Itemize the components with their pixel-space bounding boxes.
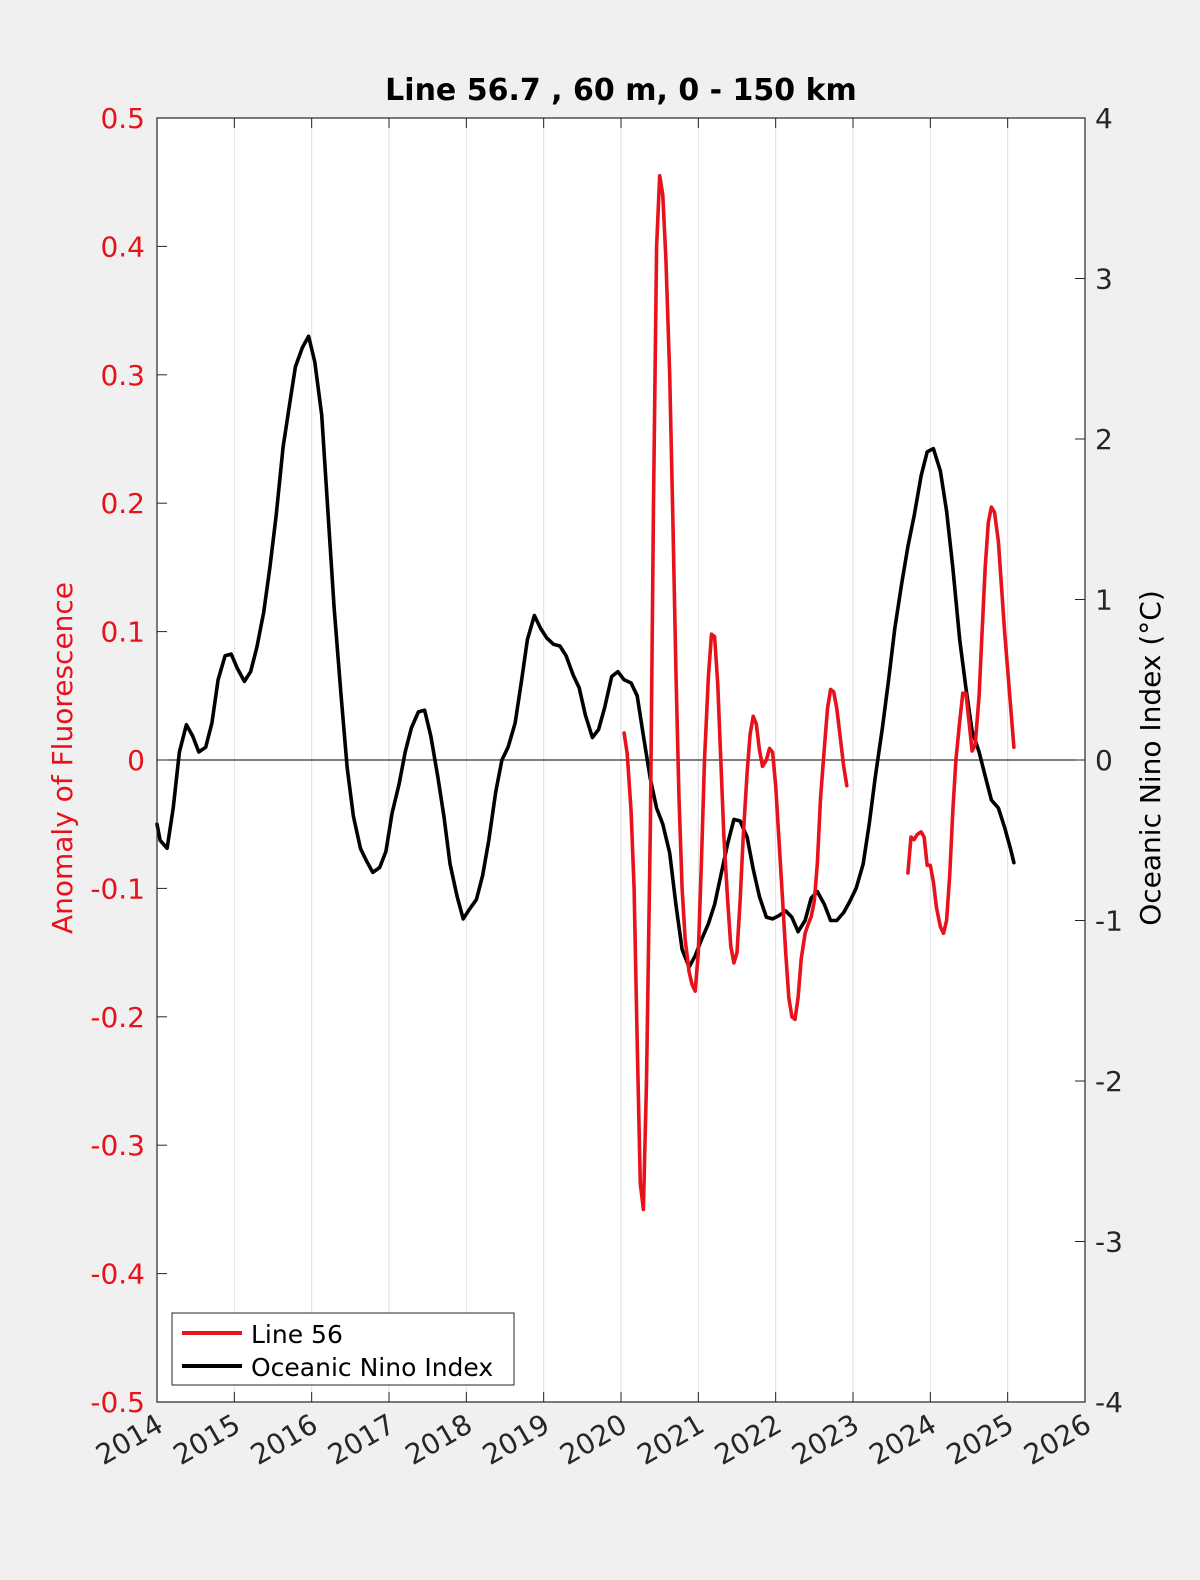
y-left-tick-label: 0.3 <box>100 359 145 392</box>
y-right-tick-label: 1 <box>1095 584 1113 617</box>
y-left-tick-label: 0.2 <box>100 487 145 520</box>
legend-label-line-56: Line 56 <box>251 1320 343 1349</box>
y-left-tick-label: 0.1 <box>100 616 145 649</box>
legend: Line 56 Oceanic Nino Index <box>171 1312 515 1386</box>
tick-marks <box>156 117 1086 1403</box>
y-right-tick-label: 0 <box>1095 744 1113 777</box>
y-left-tick-label: 0.4 <box>100 230 145 263</box>
y-left-tick-label: -0.4 <box>90 1258 145 1291</box>
y-right-tick-label: 3 <box>1095 263 1113 296</box>
y-left-tick-label: -0.2 <box>90 1001 145 1034</box>
y-right-tick-label: -3 <box>1095 1226 1123 1259</box>
series-line-line-56-segment-1 <box>622 174 849 1212</box>
y-right-tick-label: -1 <box>1095 905 1123 938</box>
y-left-tick-label: 0.5 <box>100 102 145 135</box>
y-left-tick-label: -0.1 <box>90 872 145 905</box>
y-axis-left-label: Anomaly of Fluorescence <box>46 582 79 934</box>
y-axis-right-label: Oceanic Nino Index (°C) <box>1134 590 1167 926</box>
series-line-oceanic-nino-index <box>155 334 1016 969</box>
y-left-tick-label: -0.5 <box>90 1386 145 1419</box>
y-left-tick-label: -0.3 <box>90 1129 145 1162</box>
y-right-tick-label: 2 <box>1095 423 1113 456</box>
chart-title: Line 56.7 , 60 m, 0 - 150 km <box>385 73 857 108</box>
series-line-line-56-segment-2 <box>906 505 1016 936</box>
y-right-tick-label: -2 <box>1095 1065 1123 1098</box>
y-left-tick-label: 0 <box>127 744 145 777</box>
y-right-tick-label: -4 <box>1095 1386 1123 1419</box>
legend-label-oni: Oceanic Nino Index <box>251 1353 493 1382</box>
legend-box <box>171 1312 515 1386</box>
series-layer <box>155 174 1016 1212</box>
y-right-tick-label: 4 <box>1095 102 1113 135</box>
